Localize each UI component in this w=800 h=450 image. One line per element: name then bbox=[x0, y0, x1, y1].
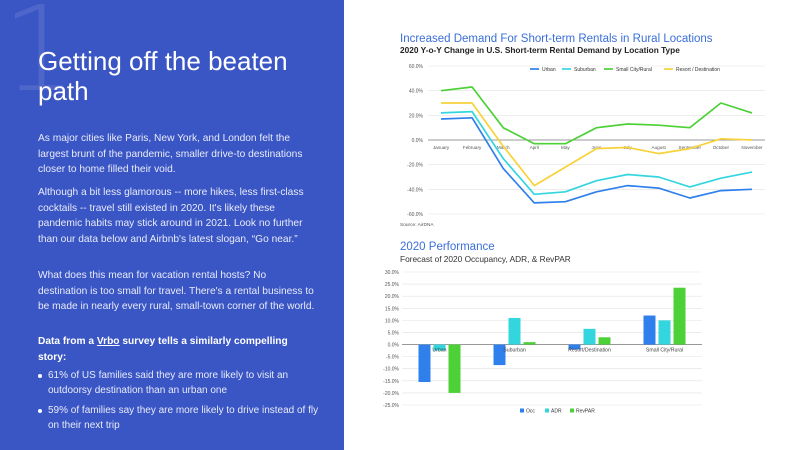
x-tick-label-may: May bbox=[561, 145, 570, 150]
vrbo-link[interactable]: Vrbo bbox=[96, 336, 120, 347]
survey-heading-suffix: survey tells a similarly compelling stor… bbox=[38, 336, 288, 363]
series-line-suburban bbox=[440, 110, 753, 196]
legend-swatch-occ bbox=[520, 408, 524, 413]
survey-heading-prefix: Data from a bbox=[38, 336, 97, 347]
slide-title: Getting off the beaten path bbox=[38, 46, 288, 106]
demand-line-chart: 60.0% 40.0% 20.0% 0.0% -20.0% -40.0% -60.0% Jan… bbox=[400, 64, 765, 228]
survey-heading: Data from a Vrbo survey tells a similarl… bbox=[38, 334, 316, 365]
legend-label-small-city-rural: Small City/Rural bbox=[616, 67, 652, 73]
performance-chart-title: 2020 Performance bbox=[400, 241, 495, 253]
legend-swatch-revpar bbox=[570, 408, 574, 413]
series-line-small-city-rural bbox=[440, 86, 753, 145]
performance-bar-chart: 30.0% 25.0% 20.0% 15.0% 10.0% 5.0% 0.0% -5.0% -1… bbox=[383, 270, 702, 415]
x-tick-label-september: September bbox=[679, 145, 702, 150]
legend-label-resort-destination: Resort / Destination bbox=[676, 67, 720, 73]
legend-label-revpar: RevPAR bbox=[576, 409, 595, 415]
y-tick-label: 0.0% bbox=[412, 138, 424, 144]
y-tick-label: 30.0% bbox=[385, 270, 400, 276]
bar-revpar-small-city-rural bbox=[673, 287, 686, 345]
y-tick-label: -15.0% bbox=[383, 379, 399, 385]
bar-adr-resort-destination bbox=[583, 328, 596, 345]
demand-chart-subtitle: 2020 Y-o-Y Change in U.S. Short-term Ren… bbox=[400, 45, 680, 55]
x-category-label-small-city-rural: Small City/Rural bbox=[646, 348, 683, 354]
rental-hosts-paragraph: What does this mean for vacation rental … bbox=[38, 270, 315, 312]
slide-number: 1 bbox=[2, 0, 78, 118]
survey-bullet-list: 61% of US families said they are more li… bbox=[38, 369, 320, 439]
legend-label-urban: Urban bbox=[542, 67, 556, 73]
legend-swatch-adr bbox=[545, 408, 549, 413]
legend-label-occ: Occ bbox=[526, 409, 535, 415]
legend-label-adr: ADR bbox=[551, 409, 562, 415]
y-tick-label: 10.0% bbox=[385, 318, 400, 324]
bar-adr-small-city-rural bbox=[658, 320, 671, 345]
x-tick-label-november: November bbox=[741, 145, 763, 150]
y-tick-label: 20.0% bbox=[409, 113, 424, 119]
x-tick-label-january: January bbox=[433, 145, 450, 150]
performance-chart-subtitle: Forecast of 2020 Occupancy, ADR, & RevPA… bbox=[400, 254, 571, 264]
series-line-urban bbox=[440, 116, 753, 204]
x-tick-label-april: April bbox=[530, 145, 539, 150]
survey-bullet-outdoorsy: 61% of US families said they are more li… bbox=[38, 369, 320, 398]
bar-occ-suburban bbox=[493, 344, 506, 366]
chart-source: Source: AirDNA bbox=[400, 222, 434, 228]
legend-label-suburban: Suburban bbox=[574, 67, 596, 73]
y-tick-label: -10.0% bbox=[383, 367, 399, 373]
bar-occ-urban bbox=[418, 344, 431, 383]
x-category-label-urban: Urban bbox=[432, 348, 446, 354]
bar-revpar-suburban bbox=[523, 342, 536, 345]
intro-paragraph: As major cities like Paris, New York, an… bbox=[38, 133, 303, 175]
x-category-label-resort-destination: Resort/Destination bbox=[568, 348, 611, 354]
bar-occ-resort-destination bbox=[568, 344, 581, 350]
bar-revpar-urban bbox=[448, 344, 461, 393]
y-tick-label: -20.0% bbox=[407, 163, 423, 169]
y-tick-label: -20.0% bbox=[383, 391, 399, 397]
y-tick-label: 5.0% bbox=[388, 330, 400, 336]
demand-chart-title: Increased Demand For Short-term Rentals … bbox=[400, 33, 713, 45]
x-tick-label-june: June bbox=[592, 145, 602, 150]
y-tick-label: 0.0% bbox=[388, 343, 400, 349]
y-tick-label: -5.0% bbox=[386, 355, 400, 361]
bar-adr-suburban bbox=[508, 317, 521, 345]
y-tick-label: 20.0% bbox=[385, 294, 400, 300]
y-tick-label: 60.0% bbox=[409, 64, 424, 70]
series-line-resort-destination bbox=[441, 102, 753, 187]
x-category-label-suburban: Suburban bbox=[503, 348, 526, 354]
x-tick-label-february: February bbox=[463, 145, 482, 150]
left-text-panel: 1 Getting off the beaten path As major c… bbox=[0, 0, 344, 450]
survey-bullet-drive: 59% of families say they are more likely… bbox=[38, 404, 320, 433]
y-tick-label: 40.0% bbox=[409, 89, 424, 95]
bar-revpar-resort-destination bbox=[598, 337, 611, 345]
y-tick-label: 15.0% bbox=[385, 306, 400, 312]
x-tick-label-august: August bbox=[652, 145, 667, 150]
bar-occ-small-city-rural bbox=[643, 315, 656, 345]
y-tick-label: -25.0% bbox=[383, 403, 399, 409]
bar-adr-urban bbox=[433, 344, 446, 351]
y-tick-label: -40.0% bbox=[407, 187, 423, 193]
y-tick-label: 25.0% bbox=[385, 282, 400, 288]
pandemic-habits-paragraph: Although a bit less glamorous -- more hi… bbox=[38, 187, 304, 245]
y-tick-label: -60.0% bbox=[407, 212, 423, 218]
x-tick-label-october: October bbox=[713, 145, 730, 150]
